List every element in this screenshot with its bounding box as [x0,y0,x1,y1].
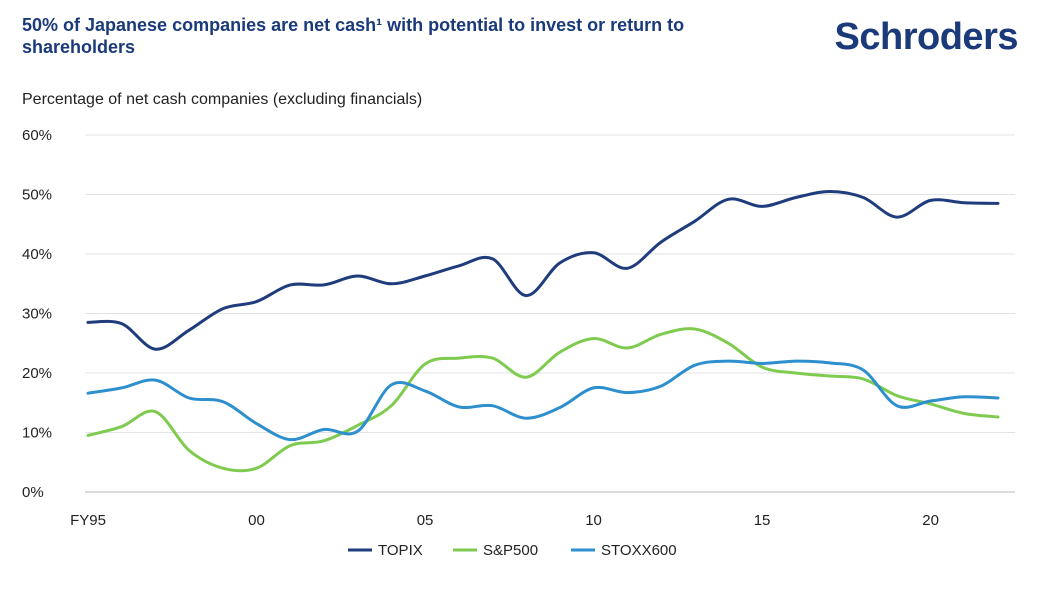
x-tick-label: 05 [417,512,434,529]
x-tick-label: 00 [248,512,265,529]
series-line-sp500 [86,327,1000,473]
x-tick-label: 15 [754,512,771,529]
y-tick-label: 10% [22,425,52,442]
x-axis-tick-labels: FY95 00 05 10 15 20 [70,512,939,529]
legend-label-stoxx600: STOXX600 [601,542,677,559]
x-tick-label: 10 [585,512,602,529]
y-tick-label: 20% [22,365,52,382]
y-tick-label: 30% [22,306,52,323]
series-line-stoxx600 [86,359,1000,442]
series-line-topix [86,190,1000,351]
chart-subtitle: Percentage of net cash companies (exclud… [22,91,423,108]
y-tick-label: 40% [22,246,52,263]
series-lines [86,190,1000,473]
schroders-logo: Schroders [834,16,1019,58]
x-tick-label: FY95 [70,512,106,529]
y-tick-label: 60% [22,127,52,144]
y-tick-label: 0% [22,484,44,501]
y-tick-label: 50% [22,187,52,204]
y-axis-tick-labels: 0% 10% 20% 30% 40% 50% 60% [22,127,52,501]
legend: TOPIX S&P500 STOXX600 [348,542,677,559]
legend-label-topix: TOPIX [378,542,423,559]
chart-title: 50% of Japanese companies are net cash¹ … [22,15,685,57]
x-tick-label: 20 [922,512,939,529]
legend-label-sp500: S&P500 [483,542,538,559]
gridlines [85,134,1015,493]
